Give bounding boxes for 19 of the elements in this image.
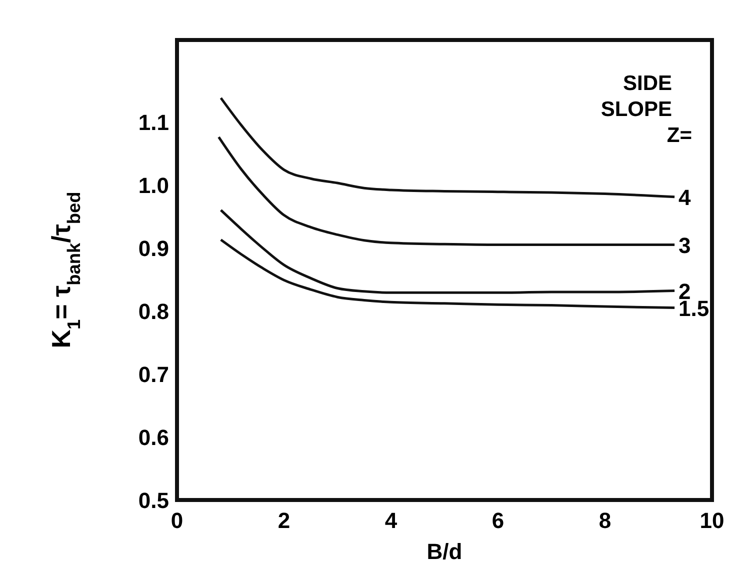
x-tick-label: 10 (700, 508, 724, 533)
x-tick-label: 8 (598, 508, 612, 533)
x-tick-label: 4 (384, 508, 398, 533)
y-tick-label: 0.8 (138, 298, 169, 324)
y-tick-label: 1.0 (138, 172, 169, 198)
x-tick-label: 6 (492, 508, 504, 533)
y-tick-label: 0.5 (138, 488, 169, 513)
line-series (220, 208, 676, 294)
series-label: 4 (678, 184, 692, 210)
y-tick-label: 0.7 (138, 362, 169, 387)
x-tick-label: 0 (170, 508, 184, 533)
x-axis-title: B/d (426, 539, 462, 564)
line-series (220, 238, 676, 310)
y-tick-label: 0.6 (138, 424, 169, 450)
y-tick-label: 0.9 (138, 236, 169, 261)
legend-title: SIDE SLOPE Z= (600, 72, 692, 147)
x-tick-label: 2 (278, 508, 290, 533)
y-tick-label: 1.1 (138, 110, 169, 135)
series-label: 3 (678, 232, 691, 258)
